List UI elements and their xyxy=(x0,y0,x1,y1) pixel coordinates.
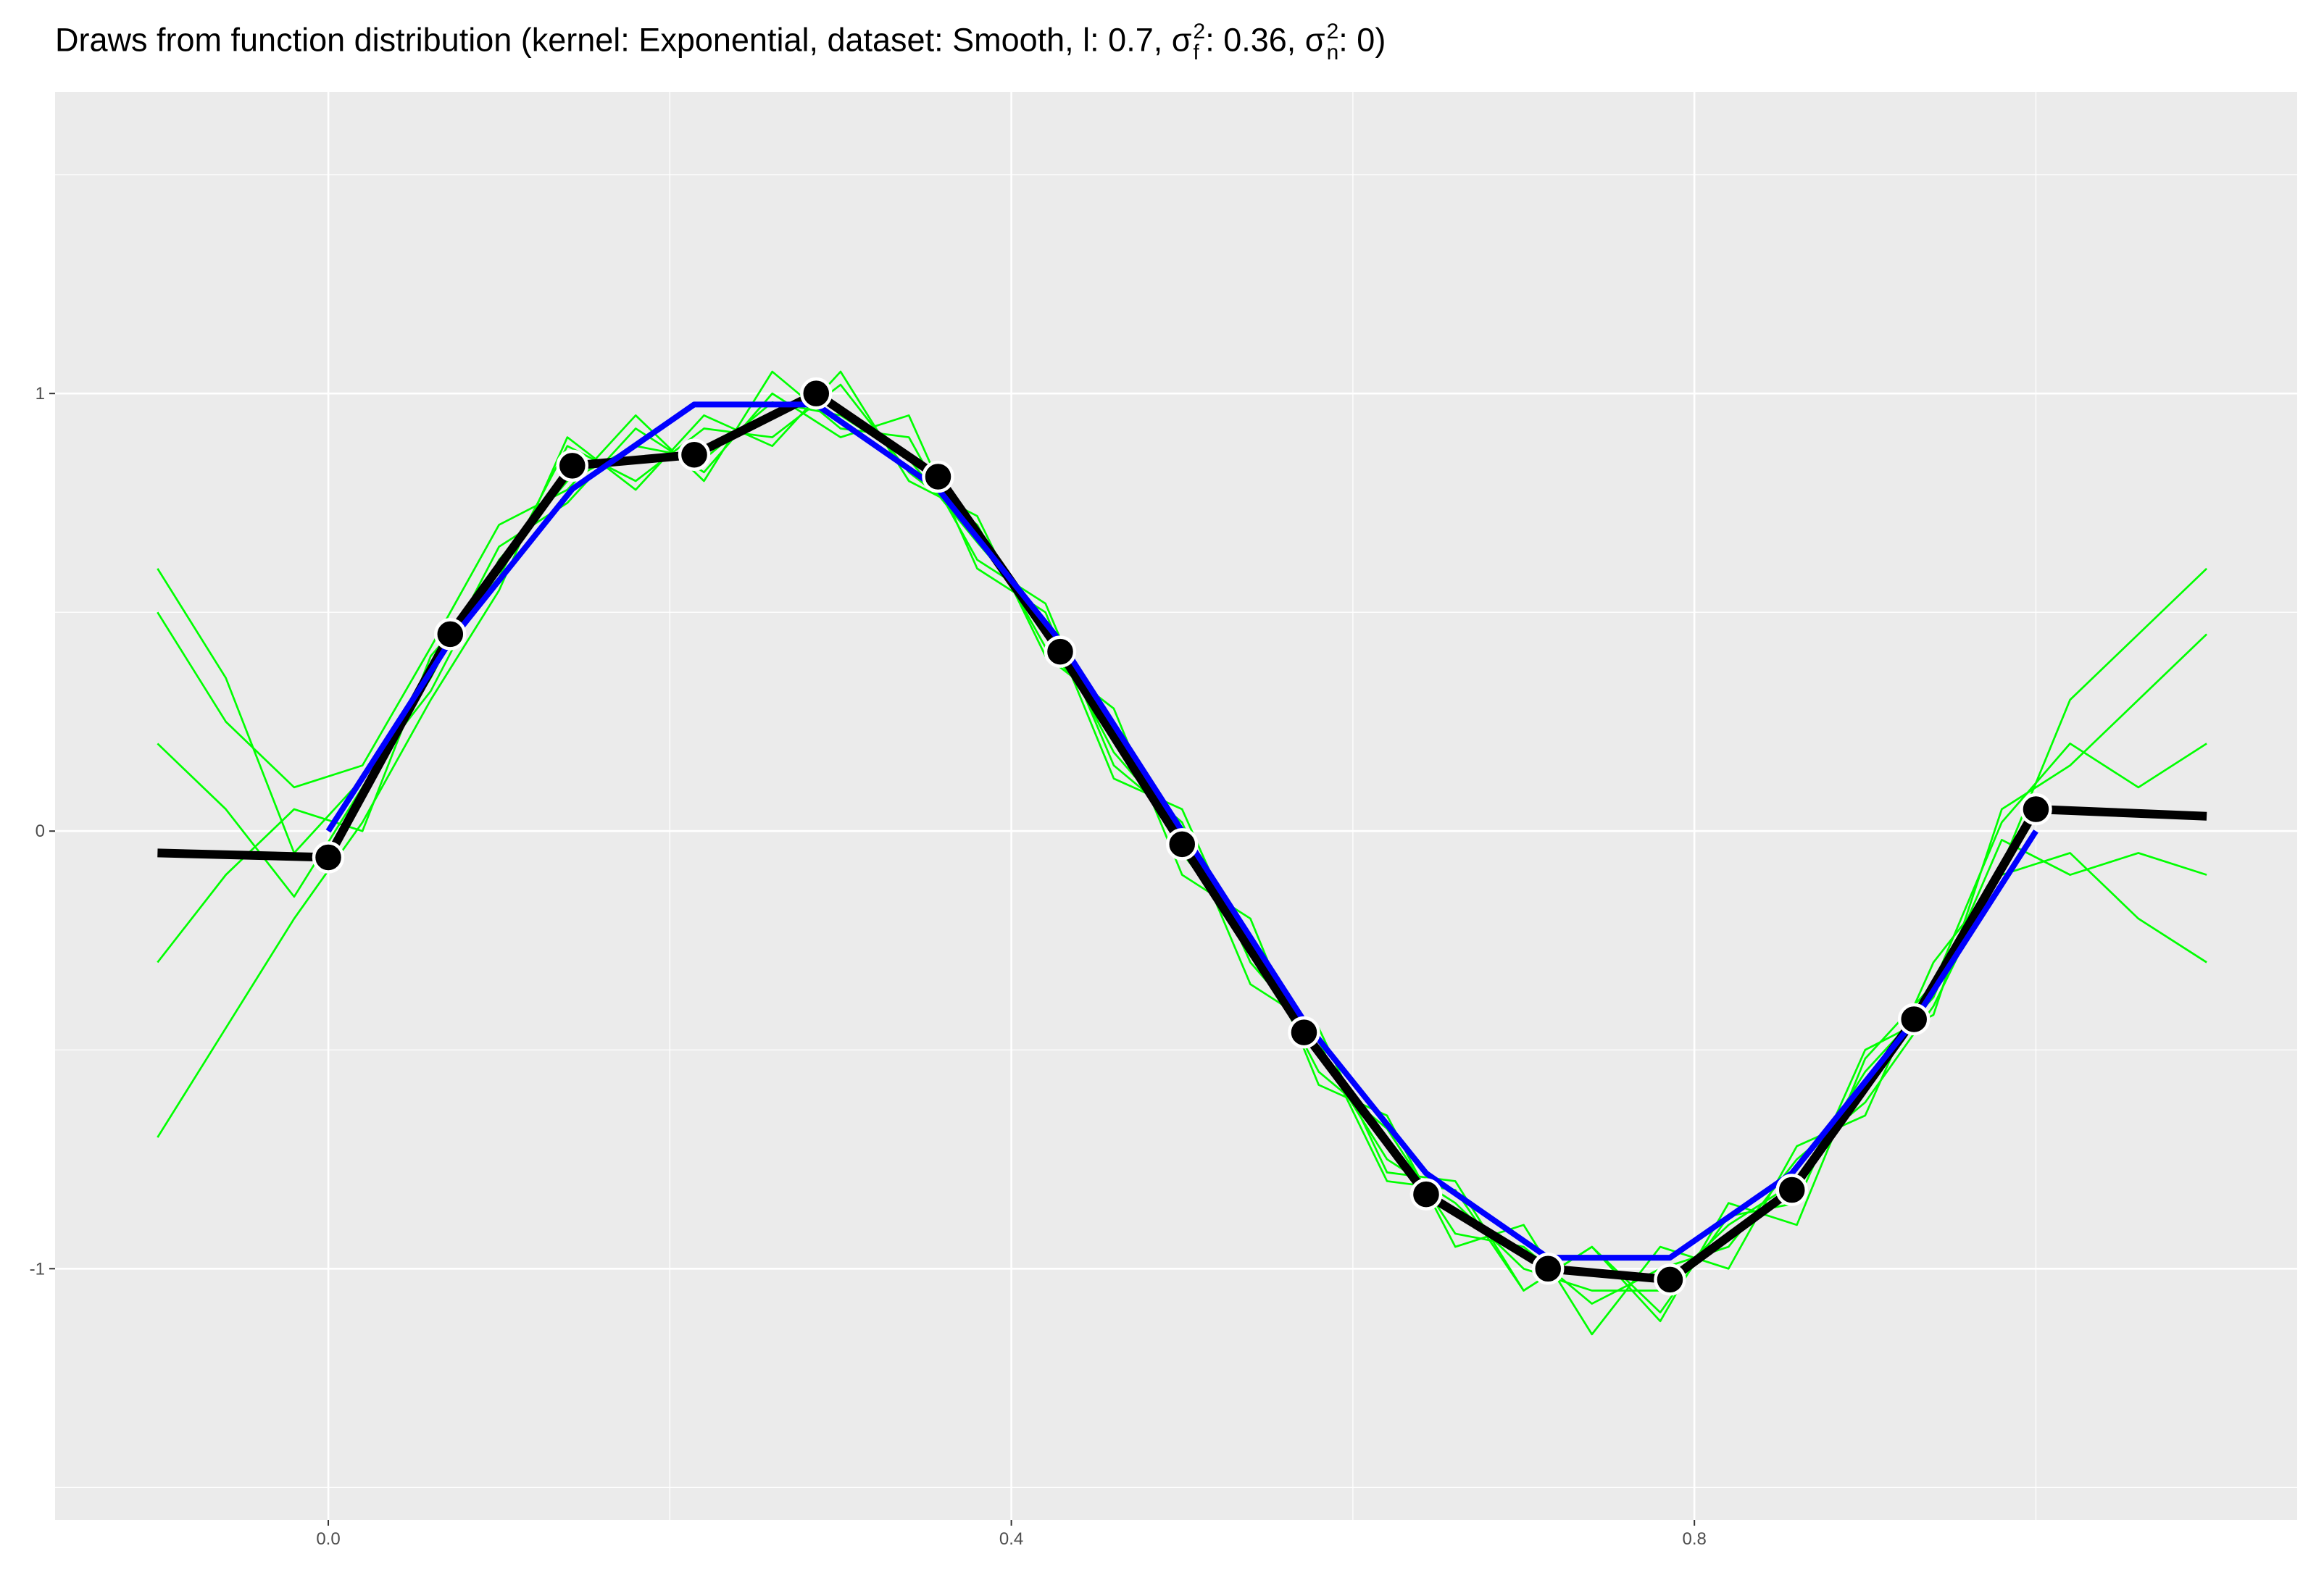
point xyxy=(1165,828,1199,861)
title-sup: 2 xyxy=(1326,20,1339,43)
y-tick-label: 1 xyxy=(36,384,45,404)
point xyxy=(1531,1253,1565,1285)
point xyxy=(434,618,467,651)
series-line xyxy=(157,392,2207,1323)
point xyxy=(1654,1263,1686,1296)
point xyxy=(922,460,954,493)
title-part: : 0.36, σ xyxy=(1205,21,1325,59)
y-tick-label: -1 xyxy=(30,1259,45,1279)
title-sub: f xyxy=(1193,40,1199,64)
x-tick-label: 0.4 xyxy=(999,1529,1023,1549)
point xyxy=(1044,635,1077,668)
x-tick-label: 0.0 xyxy=(316,1529,340,1549)
point xyxy=(556,449,589,482)
title-sup: 2 xyxy=(1193,20,1206,43)
series-line xyxy=(157,370,2208,1314)
series-line xyxy=(157,370,2207,1336)
title-part: Draws from function distribution (kernel… xyxy=(55,21,1192,59)
y-tick-label: 0 xyxy=(36,822,45,841)
point xyxy=(1409,1178,1443,1211)
x-tick-label: 0.8 xyxy=(1682,1529,1706,1549)
point xyxy=(1775,1174,1808,1206)
title-part: : 0) xyxy=(1338,21,1386,59)
title-sub: n xyxy=(1326,40,1339,64)
point xyxy=(2020,793,2052,826)
point xyxy=(678,438,711,472)
point xyxy=(800,377,833,410)
chart-title: Draws from function distribution (kernel… xyxy=(55,20,1386,64)
point xyxy=(1897,1003,1931,1036)
point xyxy=(1288,1016,1320,1049)
point xyxy=(312,841,345,874)
